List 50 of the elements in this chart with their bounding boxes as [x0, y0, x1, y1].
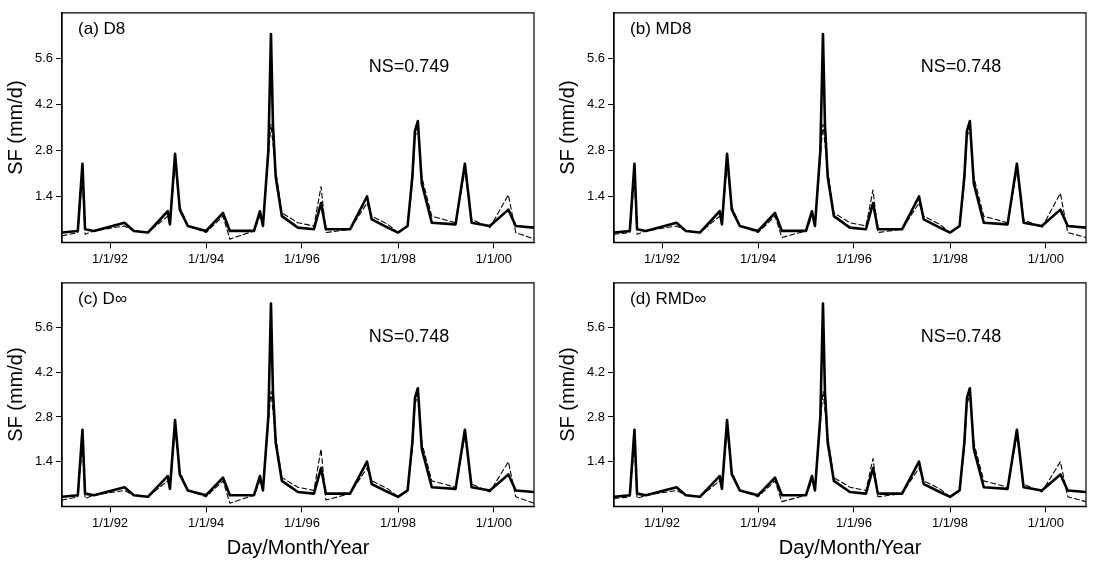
y-tick-label: 4.2 [34, 363, 54, 379]
x-tick-label: 1/1/92 [91, 250, 129, 266]
x-tick-label: 1/1/92 [643, 250, 681, 266]
x-tick-label: 1/1/92 [91, 514, 129, 530]
x-tick-label: 1/1/00 [1027, 250, 1065, 266]
y-tick-label: 5.6 [586, 319, 606, 335]
x-tick-label: 1/1/94 [187, 250, 225, 266]
x-tick-label: 1/1/96 [835, 250, 873, 266]
chart-title: (d) RMD∞ [630, 288, 707, 308]
x-tick-label: 1/1/98 [379, 514, 417, 530]
x-tick-label: 1/1/96 [283, 250, 321, 266]
chart-title: (c) D∞ [78, 288, 128, 308]
annotation: NS=0.748 [368, 325, 450, 346]
y-tick-label: 5.6 [34, 50, 54, 66]
x-tick-label: 1/1/94 [187, 514, 225, 530]
annotation: NS=0.748 [920, 325, 1002, 346]
x-tick-label: 1/1/00 [475, 250, 513, 266]
y-tick-label: 2.8 [586, 142, 606, 158]
x-axis-title: Day/Month/Year [226, 535, 370, 558]
y-tick-label: 4.2 [586, 363, 606, 379]
y-tick-label: 1.4 [586, 453, 606, 469]
x-tick-label: 1/1/00 [475, 514, 513, 530]
x-tick-label: 1/1/98 [379, 250, 417, 266]
x-tick-label: 1/1/00 [1027, 514, 1065, 530]
x-tick-label: 1/1/96 [283, 514, 321, 530]
y-tick-label: 5.6 [586, 50, 606, 66]
chart-title: (a) D8 [78, 18, 126, 38]
y-axis-title: SF (mm/d) [3, 347, 26, 442]
x-tick-label: 1/1/92 [643, 514, 681, 530]
annotation: NS=0.749 [368, 55, 450, 76]
y-axis-title: SF (mm/d) [555, 80, 578, 175]
annotation: NS=0.748 [920, 55, 1002, 76]
y-tick-label: 4.2 [34, 96, 54, 112]
y-tick-label: 2.8 [34, 408, 54, 424]
x-tick-label: 1/1/98 [931, 514, 969, 530]
x-axis-title: Day/Month/Year [778, 535, 922, 558]
y-tick-label: 1.4 [34, 188, 54, 204]
x-tick-label: 1/1/98 [931, 250, 969, 266]
y-tick-label: 1.4 [34, 453, 54, 469]
x-tick-label: 1/1/94 [739, 514, 777, 530]
x-tick-label: 1/1/96 [835, 514, 873, 530]
y-tick-label: 4.2 [586, 96, 606, 112]
y-tick-label: 2.8 [586, 408, 606, 424]
x-tick-label: 1/1/94 [739, 250, 777, 266]
y-axis-title: SF (mm/d) [555, 347, 578, 442]
y-tick-label: 1.4 [586, 188, 606, 204]
chart-title: (b) MD8 [630, 18, 692, 38]
y-tick-label: 2.8 [34, 142, 54, 158]
y-tick-label: 5.6 [34, 319, 54, 335]
y-axis-title: SF (mm/d) [3, 80, 26, 175]
